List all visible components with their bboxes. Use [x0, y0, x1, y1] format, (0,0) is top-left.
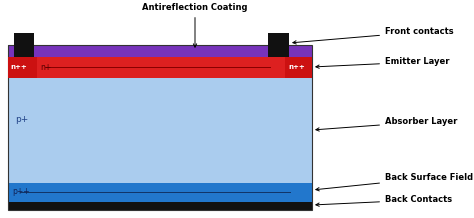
Bar — [8, 202, 312, 210]
Bar — [285, 57, 312, 78]
Bar — [8, 45, 312, 210]
Text: Antireflection Coating: Antireflection Coating — [142, 3, 248, 47]
Bar — [8, 78, 312, 183]
Bar — [8, 183, 312, 202]
Text: Emitter Layer: Emitter Layer — [316, 58, 449, 68]
Text: n++: n++ — [10, 64, 27, 70]
Text: p+: p+ — [15, 116, 28, 124]
Bar — [8, 57, 37, 78]
Text: n++: n++ — [288, 64, 305, 70]
Text: Back Surface Field: Back Surface Field — [316, 174, 473, 191]
Text: Back Contacts: Back Contacts — [316, 196, 452, 206]
Bar — [8, 45, 312, 57]
Text: n+: n+ — [40, 63, 51, 72]
Text: Front contacts: Front contacts — [293, 27, 454, 44]
Bar — [14, 33, 34, 57]
Bar — [268, 33, 289, 57]
Bar — [8, 57, 312, 78]
Text: p++: p++ — [12, 187, 29, 196]
Text: Absorber Layer: Absorber Layer — [316, 118, 457, 131]
